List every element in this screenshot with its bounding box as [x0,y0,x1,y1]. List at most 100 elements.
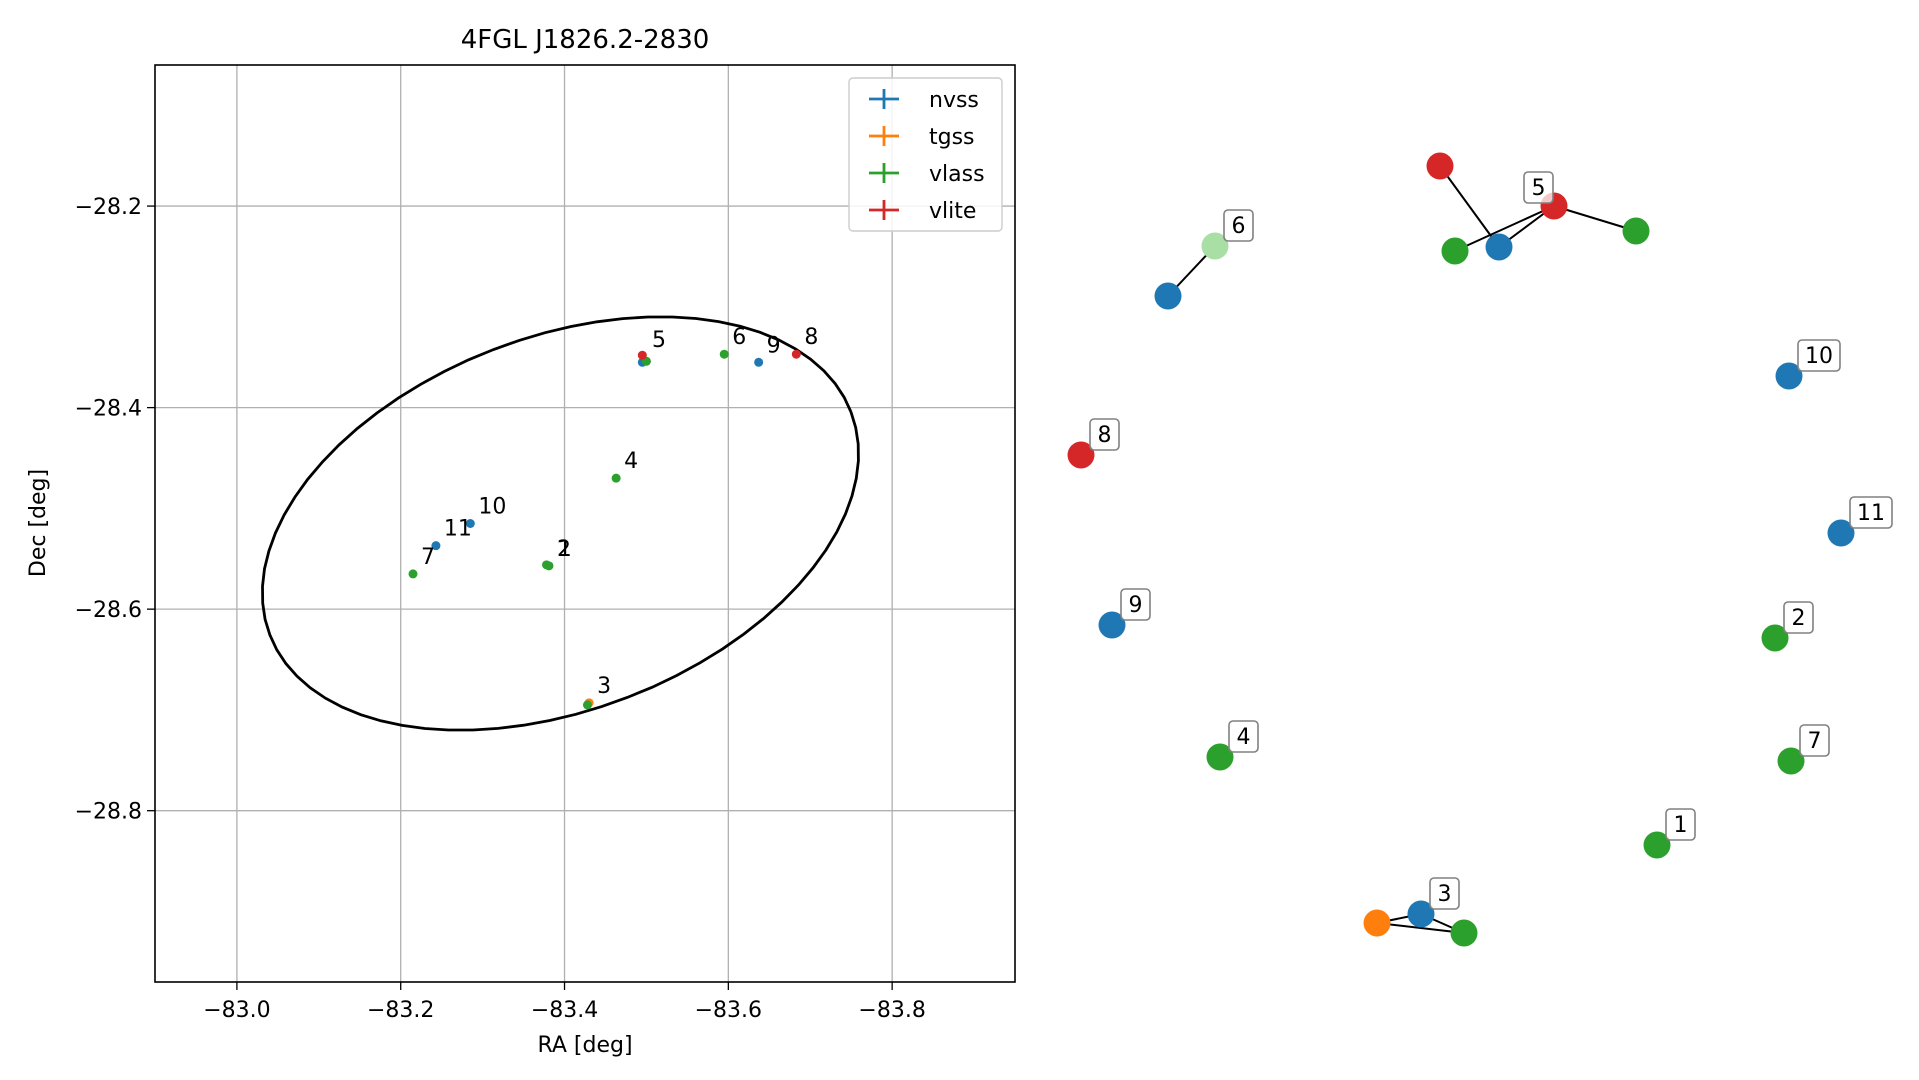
node-label-frame [1120,588,1151,621]
graph-edge [1553,205,1637,232]
graph-node [1201,232,1229,260]
node-label-frame [1783,601,1814,634]
network-graph: 1 2 3 4 5 6 7 8 9 10 11 [1067,152,1893,947]
legend-label: nvss [929,88,979,113]
point-label: 6 [732,325,746,350]
graph-edge [1376,922,1465,934]
legend-label: vlite [929,199,976,224]
node-label-box: 4 [1228,720,1259,753]
node-label-frame [1797,339,1841,372]
graph-edge [1439,165,1500,248]
node-label: 7 [1808,729,1822,754]
point-label: 11 [444,517,472,542]
graph-node [1098,611,1126,639]
y-tick-label: −28.2 [75,195,142,220]
node-label: 5 [1532,176,1546,201]
graph-node [1761,624,1789,652]
graph-node [1206,743,1234,771]
graph-node [1441,237,1469,265]
y-tick-label: −28.4 [75,397,142,422]
node-label-frame [1849,496,1893,529]
node-label: 11 [1857,501,1885,526]
x-axis-ticks: −83.8 −83.6 −83.4 −83.2 −83.0 [203,982,926,1023]
point-label: 8 [804,325,818,350]
node-label: 10 [1805,344,1833,369]
point-label: 5 [652,328,666,353]
vlass-point [719,349,729,359]
node-label: 4 [1237,725,1251,750]
graph-node [1450,919,1478,947]
node-label-frame [1523,171,1554,204]
x-tick-label: −83.6 [695,998,762,1023]
node-label-box: 7 [1799,724,1830,757]
node-label-box: 2 [1783,601,1814,634]
legend-box [848,77,1003,232]
plot-frame [154,64,1016,983]
error-ellipse [261,315,860,732]
node-label-frame [1223,209,1254,242]
node-label-frame [1665,808,1696,841]
vlass-point [542,560,552,570]
x-tick-label: −83.2 [367,998,434,1023]
node-label-box: 5 [1523,171,1554,204]
x-tick-label: −83.4 [531,998,598,1023]
legend-label: tgss [929,125,975,150]
graph-edges [1167,165,1637,934]
y-tick-label: −28.6 [75,598,142,623]
x-axis-label: RA [deg] [537,1033,632,1058]
vlass-point [611,473,621,483]
x-tick-label: −83.0 [203,998,270,1023]
graph-node [1426,152,1454,180]
legend-label: vlass [929,162,985,187]
point-label: 10 [478,495,506,520]
graph-edge [1454,205,1555,252]
graph-node [1363,909,1391,937]
vlass-point [408,569,418,579]
node-label-frame [1228,720,1259,753]
vlass-point [582,700,592,710]
graph-node-labels: 1 2 3 4 5 6 7 8 9 10 11 [1089,171,1893,910]
graph-node [1407,900,1435,928]
legend: nvss tgss vlass vlite [848,77,1003,232]
nvss-point [431,541,441,551]
chart-title: 4FGL J1826.2-2830 [461,25,710,55]
node-label: 3 [1438,882,1452,907]
x-tick-label: −83.8 [858,998,925,1023]
vlite-point [791,349,801,359]
node-label-box: 1 [1665,808,1696,841]
node-label: 9 [1129,593,1143,618]
y-tick-label: −28.8 [75,800,142,825]
point-label: 7 [421,545,435,570]
node-label-frame [1799,724,1830,757]
node-label-box: 8 [1089,418,1120,451]
graph-node [1485,233,1513,261]
point-label: 3 [597,674,611,699]
graph-node [1775,362,1803,390]
data-points [408,349,801,710]
node-label: 1 [1674,813,1688,838]
graph-node [1622,217,1650,245]
vlite-point [637,350,647,360]
error-ellipse-path [261,315,860,732]
graph-node [1777,747,1805,775]
node-label-box: 9 [1120,588,1151,621]
graph-node [1154,282,1182,310]
point-label: 9 [767,333,781,358]
y-axis-label: Dec [deg] [26,469,51,577]
graph-node [1643,831,1671,859]
node-label-box: 11 [1849,496,1893,529]
node-label: 6 [1232,214,1246,239]
grid [155,65,1015,982]
graph-nodes [1067,152,1855,947]
node-label-box: 10 [1797,339,1841,372]
point-label: 1 [558,537,572,562]
nvss-point [465,519,475,528]
node-label-box: 3 [1429,877,1460,910]
node-label-box: 6 [1223,209,1254,242]
nvss-point [754,357,764,367]
node-label: 8 [1098,423,1112,448]
y-axis-ticks: −28.2 −28.4 −28.6 −28.8 [75,195,155,825]
